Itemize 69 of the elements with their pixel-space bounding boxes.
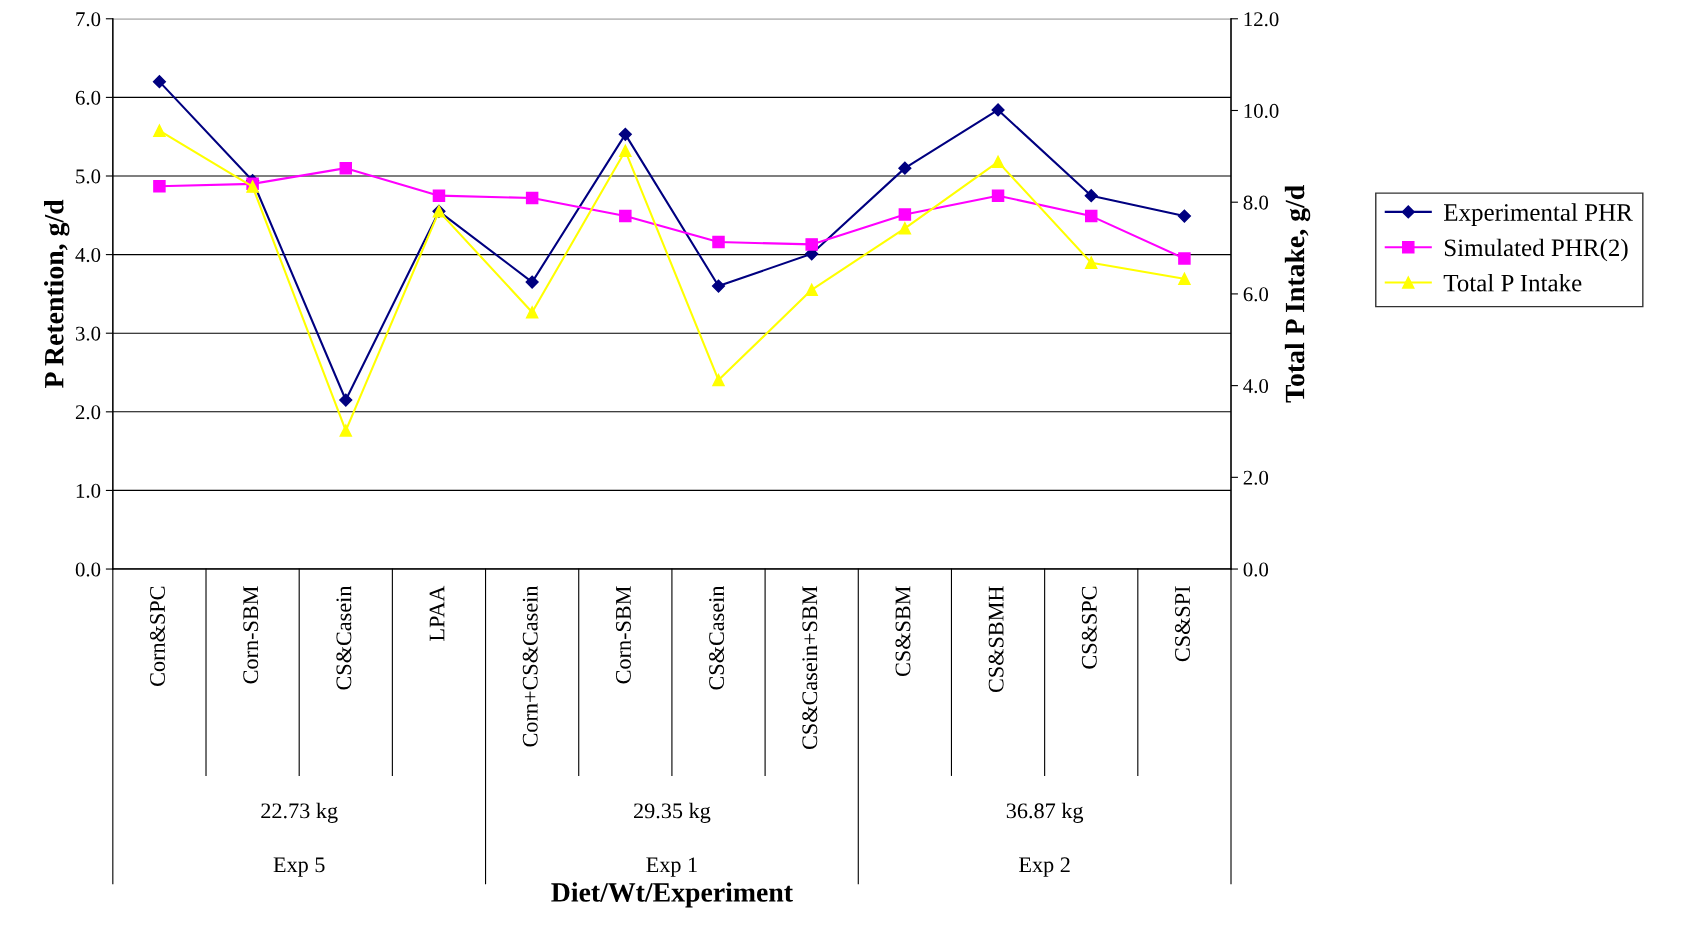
y2-tick-label: 4.0	[1243, 378, 1269, 394]
point	[711, 279, 726, 293]
x-tick-label: Corn&SPC	[149, 586, 165, 686]
y-tick-label: 1.0	[76, 483, 101, 498]
y-tick-label: 4.0	[75, 247, 101, 263]
x-tick-label: Corn+CS&Casein	[522, 585, 538, 747]
point	[1177, 209, 1192, 223]
x-tick-label: CS&Casein	[709, 585, 725, 690]
point	[991, 155, 1005, 169]
point	[339, 393, 353, 407]
point	[619, 144, 632, 158]
point	[1084, 189, 1098, 203]
x-axis-title: Diet/Wt/Experiment	[551, 882, 793, 908]
y-tick-label: 7.0	[76, 12, 101, 27]
x-tick-label: CS&Casein	[336, 585, 352, 690]
y2-tick-label: 10.0	[1244, 103, 1279, 119]
point	[991, 189, 1005, 202]
y2-tick-label: 8.0	[1243, 195, 1269, 210]
point	[618, 127, 632, 141]
point	[898, 161, 912, 175]
x-tick-label: CS&SPI	[1174, 586, 1190, 662]
text: 22.73 kg	[261, 802, 338, 823]
point	[339, 161, 353, 175]
y2-tick-label: 12.0	[1244, 12, 1279, 27]
text: 36.87 kg	[1006, 802, 1084, 823]
text: Exp 1	[646, 857, 697, 877]
x-tick-label: CS&SPC	[1081, 586, 1097, 669]
point	[1178, 252, 1191, 265]
y2-axis-title: Total P Intake, g/d	[1284, 185, 1311, 403]
point	[805, 238, 818, 251]
text: Exp 5	[273, 857, 325, 877]
point	[525, 191, 539, 205]
y2-tick-label: 0.0	[1243, 562, 1269, 577]
y-axis-title: P Retention, g/d	[44, 199, 70, 388]
y-tick-label: 2.0	[75, 405, 101, 420]
point	[898, 208, 912, 221]
point	[152, 75, 167, 89]
point	[712, 373, 725, 387]
point	[1178, 272, 1191, 286]
point	[991, 103, 1005, 117]
point	[432, 189, 446, 202]
point	[525, 275, 539, 289]
point	[525, 305, 539, 319]
text: 29.35 kg	[634, 802, 711, 823]
x-tick-label: CS&Casein+SBM	[802, 586, 818, 750]
point	[805, 283, 818, 297]
point	[1084, 256, 1098, 269]
y-tick-label: 0.0	[75, 562, 101, 577]
point	[153, 179, 166, 193]
point	[339, 424, 353, 437]
y-tick-label: 5.0	[76, 169, 101, 184]
point	[153, 124, 166, 137]
y-tick-label: 6.0	[75, 90, 101, 105]
y2-tick-label: 2.0	[1243, 470, 1269, 485]
y-tick-label: 3.0	[75, 326, 101, 341]
x-tick-label: LPAA	[429, 585, 445, 641]
point	[619, 209, 632, 223]
text: Exp 2	[1019, 857, 1070, 877]
legend-label: Experimental PHR	[1443, 203, 1633, 226]
point	[898, 222, 912, 235]
x-tick-label: CS&SBM	[895, 586, 911, 677]
legend-label: Total P Intake	[1443, 273, 1582, 292]
x-tick-label: Corn-SBM	[243, 586, 259, 684]
x-tick-label: CS&SBMH	[988, 586, 1004, 693]
legend-label: Simulated PHR(2)	[1444, 238, 1628, 262]
y2-tick-label: 6.0	[1243, 287, 1269, 302]
x-tick-label: Corn-SBM	[615, 586, 631, 684]
point	[712, 235, 725, 249]
point	[1084, 209, 1098, 223]
